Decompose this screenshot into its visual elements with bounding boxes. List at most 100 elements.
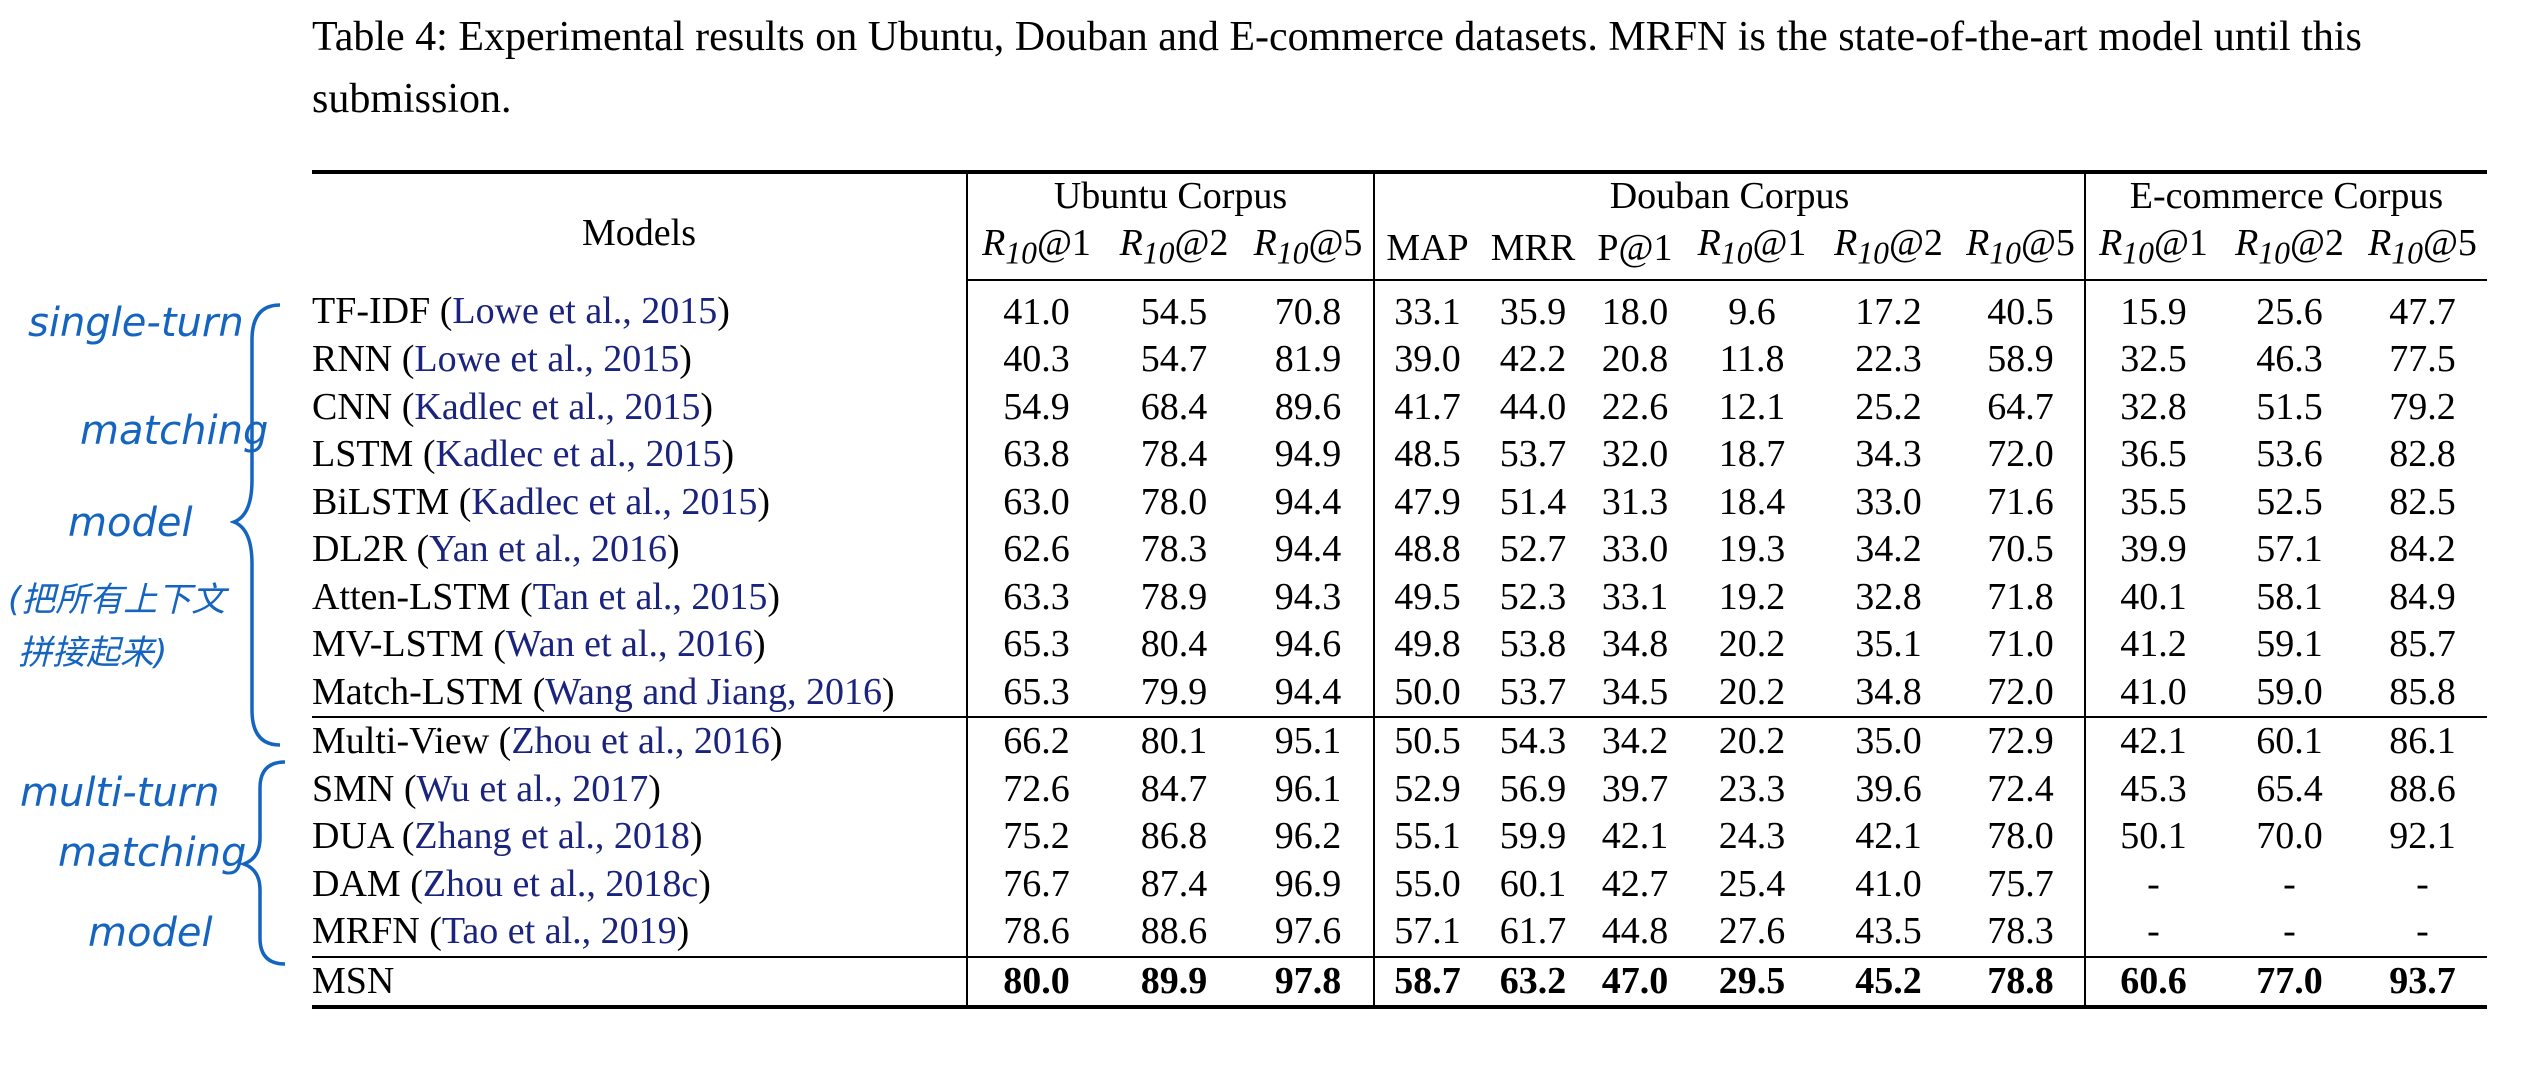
metric-value-cell: 78.3	[1987, 910, 2054, 953]
metric-header: R10@1	[1684, 218, 1820, 281]
citation-link[interactable]: Wu et al., 2017	[416, 767, 649, 810]
citation-link[interactable]: Lowe et al., 2015	[414, 338, 680, 381]
model-name: DL2R	[312, 528, 407, 571]
metric-value-cell: 61.7	[1499, 910, 1567, 953]
metric-value-cell: 88.6	[2389, 767, 2456, 810]
metric-value-cell: 62.6	[966, 526, 1105, 574]
table-row: MRFN (Tao et al., 2019) 78.6 88.6 97.6 57.1 6…	[312, 908, 2487, 957]
metric-value-cell: 33.0	[1855, 480, 1922, 523]
citation-link[interactable]: Kadlec et al., 2015	[471, 480, 758, 523]
metric-value-cell: 78.6	[966, 908, 1105, 957]
metric-value-cell: 95.1	[1243, 716, 1374, 766]
metric-value-cell: 78.0	[1987, 815, 2054, 858]
metric-header: R10@5	[1243, 218, 1374, 281]
metric-value-cell: 52.9	[1373, 765, 1480, 814]
metric-value-cell: 34.8	[1855, 670, 1922, 713]
metric-value-cell: 94.3	[1274, 575, 1342, 618]
metric-value-cell: -	[2416, 910, 2429, 953]
metric-header: R10@1	[2084, 218, 2221, 281]
metric-value-cell: 20.8	[1601, 338, 1669, 381]
metric-value-cell: 54.5	[1140, 290, 1208, 333]
metric-value-cell: 53.7	[1499, 670, 1567, 713]
metric-value-cell: 84.9	[2389, 575, 2456, 618]
metric-value-cell: 42.1	[1855, 815, 1922, 858]
metric-value-cell: 79.2	[2389, 385, 2456, 428]
annotation-single-note-2: 拼接起来)	[18, 633, 168, 673]
model-cell: TF-IDF (Lowe et al., 2015)	[312, 290, 730, 333]
table-row: CNN (Kadlec et al., 2015) 54.9 68.4 89.6 41.…	[312, 383, 2487, 432]
citation-link[interactable]: Zhang et al., 2018	[414, 815, 690, 858]
metric-value-cell: 39.7	[1601, 767, 1669, 810]
metric-value-cell: 88.6	[1140, 910, 1208, 953]
citation-link[interactable]: Tan et al., 2015	[532, 575, 768, 618]
citation-link[interactable]: Wan et al., 2016	[505, 623, 753, 666]
metric-value-cell: 44.8	[1601, 910, 1669, 953]
metric-value-cell: 72.0	[1987, 670, 2054, 713]
citation-link[interactable]: Zhou et al., 2018c	[422, 862, 699, 905]
metric-value-cell: 79.9	[1140, 670, 1208, 713]
metric-value-cell: 64.7	[1987, 385, 2054, 428]
metric-value-cell: 20.2	[1684, 716, 1820, 766]
citation-link[interactable]: Kadlec et al., 2015	[435, 433, 722, 476]
citation-link[interactable]: Lowe et al., 2015	[452, 290, 718, 333]
metric-value-cell: 96.2	[1274, 815, 1342, 858]
metric-value-cell: 50.0	[1373, 668, 1480, 718]
table-row: BiLSTM (Kadlec et al., 2015) 63.0 78.0 94.4…	[312, 478, 2487, 527]
model-cell: BiLSTM (Kadlec et al., 2015)	[312, 480, 771, 523]
metric-value-cell: 34.5	[1601, 670, 1669, 713]
metric-value-cell: 19.2	[1718, 575, 1786, 618]
metric-value-cell: 94.4	[1274, 528, 1342, 571]
model-cell: CNN (Kadlec et al., 2015)	[312, 385, 713, 428]
metric-value-cell: 18.7	[1718, 433, 1786, 476]
model-cell: SMN (Wu et al., 2017)	[312, 767, 661, 810]
metric-value-cell: 35.0	[1820, 716, 1957, 766]
metric-value-cell: 53.6	[2256, 433, 2323, 476]
table-row: RNN (Lowe et al., 2015) 40.3 54.7 81.9 39.0 4…	[312, 336, 2487, 384]
metric-header: R10@2	[1105, 218, 1243, 281]
metric-value-cell: 72.0	[1987, 433, 2054, 476]
metric-value-cell: 40.1	[2084, 573, 2221, 622]
citation-link[interactable]: Zhou et al., 2016	[511, 720, 770, 763]
metric-value-cell: 33.0	[1601, 528, 1669, 571]
model-cell: Atten-LSTM (Tan et al., 2015)	[312, 575, 781, 618]
metric-value-cell: 15.9	[2084, 279, 2221, 337]
metric-value-cell: 59.9	[1499, 815, 1567, 858]
citation-link[interactable]: Yan et al., 2016	[429, 528, 668, 571]
metric-value-cell: 57.1	[1373, 908, 1480, 957]
metric-value-cell: 20.2	[1718, 670, 1786, 713]
metric-value-cell: 19.3	[1718, 528, 1786, 571]
metric-value-cell: 72.4	[1987, 767, 2054, 810]
metric-value-cell: 97.8	[1243, 955, 1374, 1010]
metric-value-cell: 56.9	[1499, 767, 1567, 810]
model-name: Multi-View	[312, 720, 490, 763]
metric-value-cell: 54.3	[1480, 716, 1586, 766]
metric-value-cell: 35.1	[1855, 623, 1922, 666]
citation-link[interactable]: Wang and Jiang, 2016	[545, 670, 883, 713]
metric-value-cell: 77.5	[2389, 338, 2456, 381]
metric-value-cell: 63.2	[1480, 955, 1586, 1010]
citation-link[interactable]: Tao et al., 2019	[441, 910, 677, 953]
metric-value-cell: 86.1	[2358, 716, 2487, 766]
model-name: MSN	[312, 959, 395, 1002]
metric-value-cell: 32.0	[1601, 433, 1669, 476]
metric-value-cell: 17.2	[1855, 290, 1922, 333]
metric-value-cell: 33.1	[1601, 575, 1669, 618]
table-caption: Table 4: Experimental results on Ubuntu,…	[312, 14, 2362, 122]
annotation-single-turn: single-turn	[28, 300, 244, 346]
metric-value-cell: 52.5	[2256, 480, 2323, 523]
metric-value-cell: 18.0	[1601, 290, 1669, 333]
metric-value-cell: 41.0	[966, 279, 1105, 337]
table-row: LSTM (Kadlec et al., 2015) 63.8 78.4 94.9 48…	[312, 431, 2487, 479]
metric-value-cell: 66.2	[966, 716, 1105, 766]
metric-value-cell: 50.1	[2084, 813, 2221, 861]
metric-value-cell: 58.1	[2256, 575, 2323, 618]
metric-value-cell: 22.3	[1855, 338, 1922, 381]
annotation-multi-model: model	[88, 910, 213, 956]
table-row: Match-LSTM (Wang and Jiang, 2016) 65.3 79.…	[312, 668, 2487, 718]
metric-value-cell: 23.3	[1718, 767, 1786, 810]
metric-value-cell: 87.4	[1140, 862, 1208, 905]
metric-value-cell: 70.5	[1987, 528, 2054, 571]
citation-link[interactable]: Kadlec et al., 2015	[414, 385, 701, 428]
annotation-multi-turn: multi-turn	[20, 770, 220, 816]
metric-value-cell: 47.7	[2389, 290, 2456, 333]
